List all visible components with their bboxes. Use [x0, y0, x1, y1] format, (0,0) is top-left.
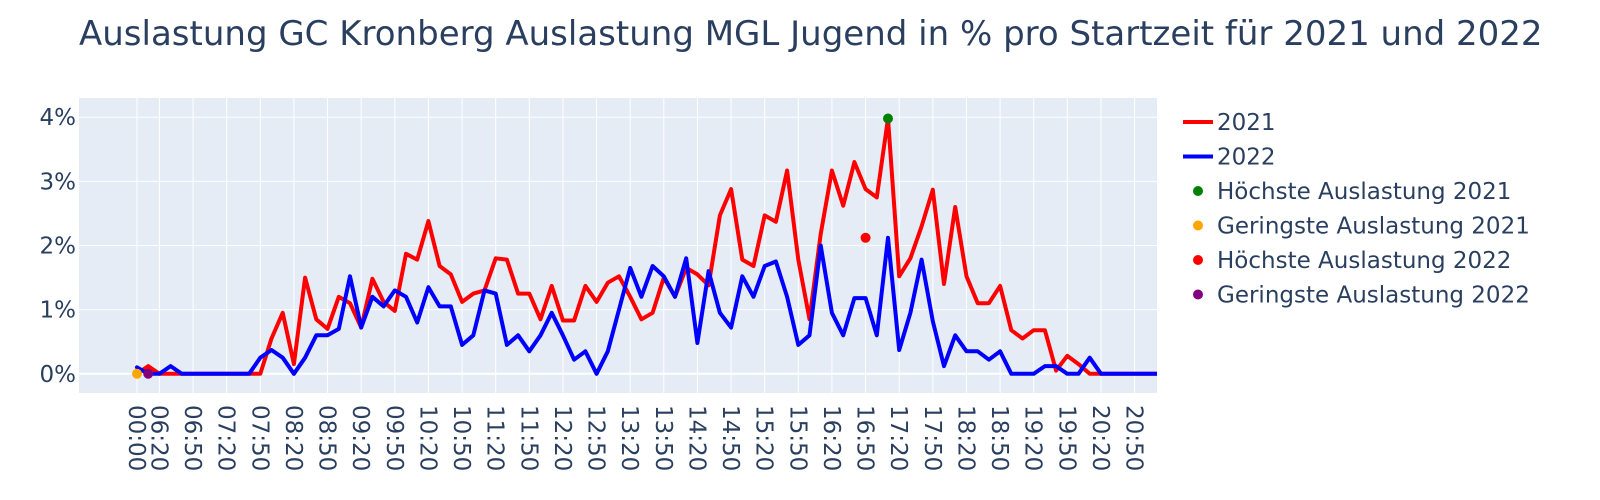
- y-tick-label: 4%: [40, 105, 77, 131]
- x-tick-label: 18:50: [986, 405, 1012, 471]
- x-tick-label: 12:50: [583, 405, 609, 471]
- x-tick-label: 14:20: [683, 405, 709, 471]
- x-tick-label: 18:20: [952, 405, 978, 471]
- marker-point: [132, 368, 142, 379]
- legend-swatch-marker: [1193, 289, 1203, 300]
- legend-label: 2022: [1217, 145, 1276, 171]
- x-tick-label: 07:20: [213, 405, 239, 471]
- legend-label: 2021: [1217, 110, 1276, 136]
- series-group: [135, 116, 1157, 376]
- y-tick-label: 3%: [40, 169, 77, 195]
- x-tick-label: 07:50: [246, 405, 272, 471]
- x-tick-label: 19:20: [1020, 405, 1046, 471]
- x-tick-label: 12:20: [549, 405, 575, 471]
- series-line-2021: [135, 116, 1157, 376]
- x-tick-label: 09:20: [347, 405, 373, 471]
- marker-point: [143, 368, 154, 379]
- legend-label: Geringste Auslastung 2021: [1217, 214, 1530, 240]
- legend-label: Höchste Auslastung 2021: [1217, 179, 1511, 205]
- legend-swatch-marker: [1193, 220, 1203, 231]
- x-tick-label: 13:20: [616, 405, 642, 471]
- legend-swatch-marker: [1193, 255, 1203, 265]
- x-tick-label: 10:50: [448, 405, 474, 471]
- x-tick-label: 15:50: [784, 405, 810, 471]
- legend-label: Geringste Auslastung 2022: [1217, 283, 1530, 309]
- x-tick-label: 15:20: [751, 405, 777, 471]
- x-tick-label: 10:20: [414, 405, 440, 471]
- x-tick-label: 17:50: [919, 405, 945, 471]
- series-line-2022: [135, 235, 1157, 376]
- x-tick-label: 17:20: [885, 405, 911, 471]
- x-tick-label: 06:20: [145, 405, 171, 471]
- y-tick-label: 0%: [40, 362, 77, 388]
- x-tick-label: 16:20: [818, 405, 844, 471]
- x-tick-label: 20:50: [1121, 405, 1147, 471]
- legend-swatch-marker: [1193, 186, 1203, 196]
- x-tick-label: 19:50: [1053, 405, 1079, 471]
- x-tick-label: 08:50: [314, 405, 340, 471]
- y-tick-label: 1%: [40, 298, 77, 324]
- x-tick-label: 11:20: [482, 405, 508, 471]
- y-tick-label: 2%: [40, 234, 77, 260]
- x-tick-label: 06:50: [179, 405, 205, 471]
- x-tick-label: 09:50: [381, 405, 407, 471]
- x-tick-label: 13:50: [650, 405, 676, 471]
- x-tick-label: 16:50: [852, 405, 878, 471]
- x-tick-label: 20:20: [1087, 405, 1113, 471]
- marker-point: [860, 232, 871, 243]
- x-tick-label: 00:00: [123, 405, 149, 471]
- x-tick-label: 14:50: [717, 405, 743, 471]
- chart-title: Auslastung GC Kronberg Auslastung MGL Ju…: [79, 14, 1543, 54]
- marker-point: [882, 113, 893, 124]
- legend-label: Höchste Auslastung 2022: [1217, 248, 1511, 274]
- x-tick-label: 08:20: [280, 405, 306, 471]
- x-tick-label: 11:50: [515, 405, 541, 471]
